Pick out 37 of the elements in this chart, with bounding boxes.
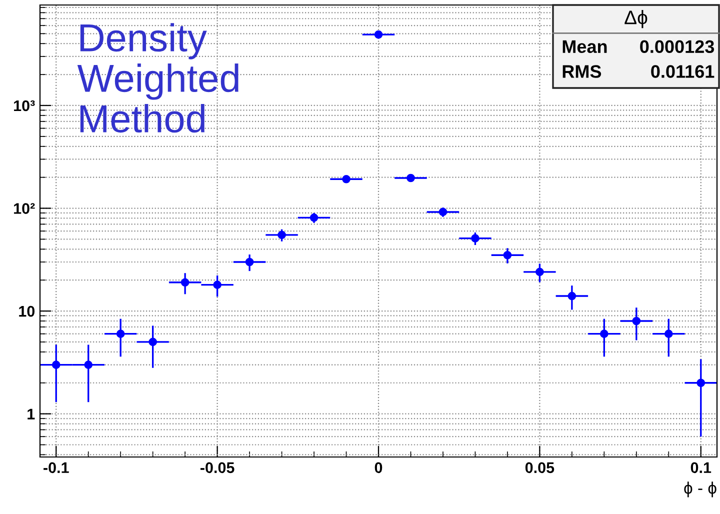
point: [116, 330, 125, 338]
y-tick-label: 10³: [14, 100, 35, 112]
annotation: RMS: [562, 65, 602, 78]
point: [374, 30, 383, 39]
point: [52, 360, 60, 369]
annotation: Δϕ: [624, 10, 648, 28]
x-tick-label: -0.05: [200, 462, 234, 474]
x-tick-label: -0.1: [44, 462, 69, 474]
point: [632, 316, 641, 326]
x-tick-label: 0.1: [690, 462, 712, 474]
point: [245, 258, 254, 266]
point: [503, 250, 512, 260]
point: [471, 234, 480, 242]
point: [180, 278, 190, 287]
annotation: Mean: [562, 40, 607, 54]
point: [342, 174, 350, 184]
point: [310, 214, 318, 222]
point: [213, 280, 222, 289]
point: [600, 330, 608, 338]
y-tick-label: 1: [28, 408, 35, 420]
point: [696, 378, 706, 388]
x-axis-title: ϕ - ϕ: [684, 482, 716, 498]
point: [568, 292, 576, 300]
annotation: 0.01161: [651, 65, 714, 78]
point: [406, 174, 415, 182]
point: [278, 230, 286, 240]
annotation: 0.000123: [640, 40, 714, 54]
point: [438, 208, 448, 216]
x-tick-label: 0.05: [525, 462, 554, 474]
point: [664, 330, 673, 338]
point: [148, 338, 157, 346]
annotation: Density Weighted Method: [77, 23, 238, 133]
point: [536, 268, 544, 276]
x-tick-label: 0: [374, 462, 382, 474]
y-tick-label: 10: [19, 306, 35, 317]
y-tick-label: 10²: [14, 203, 35, 214]
point: [84, 360, 93, 369]
